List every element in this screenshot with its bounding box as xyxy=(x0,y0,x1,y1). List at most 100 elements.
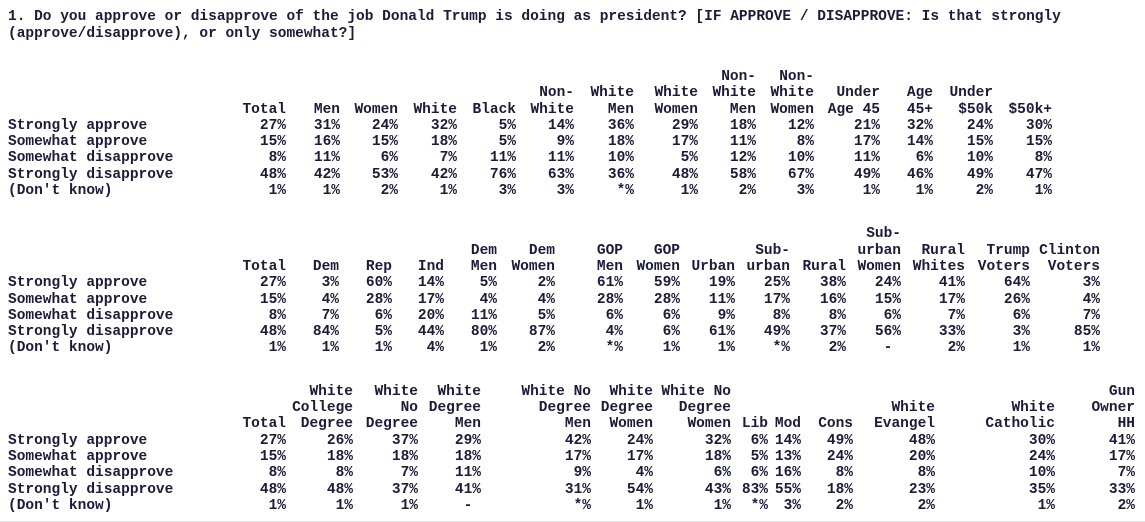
column-header-line: Clinton xyxy=(1039,242,1100,259)
data-cell: 4% xyxy=(479,291,497,308)
data-cell: 17% xyxy=(626,448,653,465)
data-cell: 64% xyxy=(1003,275,1030,292)
data-cell: 11% xyxy=(454,465,481,482)
column-header-line: Degree xyxy=(300,416,353,433)
data-cell: 28% xyxy=(653,291,680,308)
table-row: (Don't know) 1% 1% 2% 1% 3% 3% *% 1% 2% 3% 1% 1% 2% 1% xyxy=(8,183,1145,199)
data-cell: 8% xyxy=(796,134,814,151)
table-row: Strongly approve 27% 3% 60% 14% 5% 2% 61% 59% 19%… xyxy=(8,275,1145,291)
data-cell: 3% xyxy=(498,183,516,200)
data-cell: 54% xyxy=(626,481,653,498)
column-header-line: Women xyxy=(354,101,398,118)
column-header: Total xyxy=(240,416,286,432)
question-text: 1. Do you approve or disapprove of the j… xyxy=(8,9,1061,42)
column-header-line: Mod xyxy=(774,416,801,433)
data-cell: 7% xyxy=(1117,465,1135,482)
column-header-line: White No xyxy=(521,383,591,400)
column-header: Black xyxy=(457,102,516,118)
data-cell: - xyxy=(883,340,901,357)
column-header-line: Men xyxy=(564,416,591,433)
data-cell: 47% xyxy=(1025,166,1052,183)
data-cell: 32% xyxy=(704,432,731,449)
data-cell: 16% xyxy=(819,291,846,308)
data-cell: 3% xyxy=(1082,275,1100,292)
data-cell: - xyxy=(463,497,481,514)
data-cell: 10% xyxy=(966,150,993,167)
data-cell: 30% xyxy=(1028,432,1055,449)
data-cell: 5% xyxy=(750,448,768,465)
column-header-line: Degree xyxy=(365,416,418,433)
table-row: Strongly disapprove 48% 42% 53% 42% 76% 63% 36%… xyxy=(8,167,1145,183)
data-cell: 8% xyxy=(268,150,286,167)
column-header-line: Dem xyxy=(528,242,555,259)
crosstab-table-3: Total White College Degree White No Degree Whit… xyxy=(8,384,1145,514)
column-header-line: Non- xyxy=(779,69,814,85)
data-cell: 1% xyxy=(268,183,286,200)
column-header: Total xyxy=(240,102,286,118)
column-header: Sub-urban Women xyxy=(846,226,901,275)
column-header: White No Degree Men xyxy=(481,384,591,433)
data-cell: 55% xyxy=(774,481,801,498)
data-cell: 6% xyxy=(605,307,623,324)
data-cell: 8% xyxy=(1034,150,1052,167)
data-cell: 1% xyxy=(1037,497,1055,514)
column-header-line: White xyxy=(609,383,653,400)
data-cell: 48% xyxy=(326,481,353,498)
table-row: Somewhat approve 15% 16% 15% 18% 5% 9% 18% 17% 11… xyxy=(8,134,1145,150)
data-cell: 13% xyxy=(774,448,801,465)
column-header-line: White xyxy=(712,85,756,102)
column-header-line: Under xyxy=(836,85,880,102)
data-cell: 5% xyxy=(374,324,392,341)
data-cell: 41% xyxy=(454,481,481,498)
column-header: GOP Women xyxy=(623,243,680,276)
data-cell: 1% xyxy=(322,183,340,200)
table-row: (Don't know) 1% 1% 1% - *% 1% 1% *% 3% 2% 2% 1% 2% xyxy=(8,498,1145,514)
row-label: Strongly approve xyxy=(8,275,148,292)
data-cell: 27% xyxy=(259,117,286,134)
column-header-line: White No xyxy=(661,383,731,400)
data-cell: 41% xyxy=(938,275,965,292)
data-cell: 61% xyxy=(708,324,735,341)
column-header: White xyxy=(398,102,457,118)
data-cell: 2% xyxy=(738,183,756,200)
row-label: Somewhat approve xyxy=(8,291,148,308)
data-cell: 18% xyxy=(326,448,353,465)
data-cell: 1% xyxy=(915,183,933,200)
row-label: Strongly disapprove xyxy=(8,166,174,183)
row-label: Strongly disapprove xyxy=(8,324,174,341)
data-cell: 2% xyxy=(380,183,398,200)
data-cell: 2% xyxy=(828,340,846,357)
column-header: Rep xyxy=(339,259,392,275)
data-cell: 11% xyxy=(708,291,735,308)
column-header: Non- White Men xyxy=(698,69,756,118)
data-cell: 58% xyxy=(729,166,756,183)
data-cell: 6% xyxy=(374,307,392,324)
column-header-line: Degree xyxy=(538,400,591,417)
data-cell: 4% xyxy=(1082,291,1100,308)
data-cell: 12% xyxy=(787,117,814,134)
column-header: Women xyxy=(340,102,398,118)
data-cell: 18% xyxy=(704,448,731,465)
column-header-line: 45+ xyxy=(906,101,933,118)
column-header-line: Dem xyxy=(312,258,339,275)
data-cell: 8% xyxy=(917,465,935,482)
column-header-line: Men xyxy=(454,416,481,433)
data-cell: 5% xyxy=(498,134,516,151)
column-header-line: GOP xyxy=(653,242,680,259)
data-cell: 11% xyxy=(547,150,574,167)
column-header-line: White xyxy=(437,383,481,400)
column-header-line: Black xyxy=(472,101,516,118)
data-cell: 1% xyxy=(439,183,457,200)
data-cell: 18% xyxy=(454,448,481,465)
data-cell: 30% xyxy=(1025,117,1052,134)
data-cell: 1% xyxy=(862,183,880,200)
column-header: Trump Voters xyxy=(965,243,1030,276)
column-header: Cons xyxy=(801,416,853,432)
data-cell: 14% xyxy=(774,432,801,449)
data-cell: 1% xyxy=(680,183,698,200)
column-header: Men xyxy=(286,102,340,118)
column-header: White Degree Men xyxy=(418,384,481,433)
data-cell: 38% xyxy=(819,275,846,292)
column-header: White No Degree Women xyxy=(653,384,731,433)
data-cell: 28% xyxy=(365,291,392,308)
